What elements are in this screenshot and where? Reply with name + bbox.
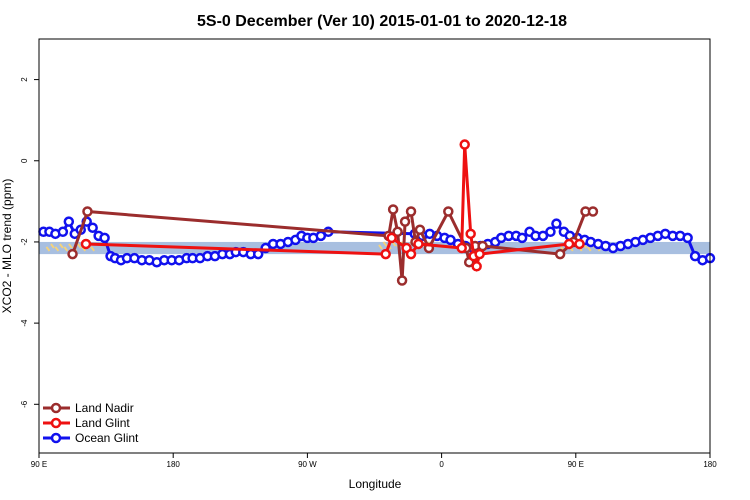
land-mask-mark bbox=[90, 246, 95, 252]
data-point-land-glint bbox=[574, 238, 585, 250]
legend-marker-ocean-glint bbox=[50, 432, 62, 444]
data-point-ocean-glint bbox=[682, 232, 693, 244]
data-point-land-nadir bbox=[392, 226, 403, 238]
data-point-ocean-glint bbox=[87, 222, 98, 233]
data-point-ocean-glint bbox=[99, 232, 110, 244]
data-point-land-glint bbox=[465, 228, 476, 240]
series-layer bbox=[38, 139, 716, 286]
y-tick-label: -2 bbox=[20, 238, 29, 246]
data-point-land-glint bbox=[380, 248, 391, 260]
data-point-land-glint bbox=[474, 248, 485, 260]
y-tick-label: -4 bbox=[20, 319, 29, 327]
land-mask-mark bbox=[63, 246, 69, 252]
x-axis-label: Longitude bbox=[349, 477, 402, 491]
y-axis-label: XCO2 - MLO trend (ppm) bbox=[0, 179, 14, 314]
y-axis: 2 0 -2 -4 -6 bbox=[20, 77, 39, 408]
land-mask-mark bbox=[54, 246, 60, 252]
data-point-land-glint bbox=[459, 139, 470, 150]
data-point-ocean-glint bbox=[545, 226, 556, 238]
land-mask-mark bbox=[50, 243, 55, 249]
land-mask-mark bbox=[382, 241, 388, 247]
data-point-land-glint bbox=[405, 248, 417, 260]
y-tick-label: -6 bbox=[20, 400, 29, 408]
y-tick-label: 0 bbox=[20, 158, 29, 163]
data-point-land-glint bbox=[563, 238, 575, 250]
plot-frame bbox=[38, 38, 711, 454]
x-axis: 90 E 180 90 W 0 90 E 180 bbox=[31, 453, 717, 469]
data-point-land-nadir bbox=[477, 240, 488, 252]
land-mask-mark bbox=[59, 243, 64, 249]
data-point-land-nadir bbox=[554, 248, 566, 260]
land-mask-mark bbox=[586, 246, 592, 252]
data-point-ocean-glint bbox=[445, 234, 456, 246]
data-point-ocean-glint bbox=[57, 226, 69, 238]
x-tick-label: 90 E bbox=[31, 460, 47, 469]
x-tick-label: 180 bbox=[167, 460, 181, 469]
y-tick-label: 2 bbox=[20, 77, 29, 82]
data-point-ocean-glint bbox=[689, 250, 701, 262]
legend-label-land-glint: Land Glint bbox=[75, 416, 130, 430]
data-point-land-glint bbox=[471, 261, 482, 272]
data-point-land-nadir bbox=[443, 206, 454, 217]
data-point-land-glint bbox=[386, 232, 397, 244]
data-point-land-glint bbox=[413, 238, 424, 250]
legend-label-ocean-glint: Ocean Glint bbox=[75, 431, 139, 445]
land-mask-mark bbox=[76, 243, 82, 249]
data-point-land-nadir bbox=[587, 206, 599, 217]
data-point-land-nadir bbox=[67, 248, 78, 260]
legend-marker-land-glint bbox=[50, 417, 62, 429]
land-mask-mark bbox=[68, 243, 73, 249]
data-point-ocean-glint bbox=[63, 216, 75, 227]
data-point-land-nadir bbox=[405, 206, 417, 217]
data-point-land-nadir bbox=[387, 204, 399, 215]
data-point-land-nadir bbox=[414, 224, 426, 236]
data-point-land-nadir bbox=[82, 206, 93, 217]
land-mask-mark bbox=[378, 244, 383, 250]
data-point-land-nadir bbox=[399, 216, 411, 227]
x-tick-label: 90 W bbox=[298, 460, 317, 469]
x-tick-label: 90 E bbox=[568, 460, 584, 469]
data-point-land-nadir bbox=[396, 275, 408, 286]
data-point-land-glint bbox=[456, 242, 467, 254]
x-tick-label: 180 bbox=[703, 460, 717, 469]
data-point-land-glint bbox=[80, 238, 92, 250]
data-point-ocean-glint bbox=[537, 230, 549, 242]
data-point-ocean-glint bbox=[551, 218, 562, 229]
x-tick-label: 0 bbox=[439, 460, 444, 469]
land-mask-mark bbox=[45, 246, 51, 252]
legend-label-land-nadir: Land Nadir bbox=[75, 401, 134, 415]
data-point-ocean-glint bbox=[516, 232, 528, 244]
chart-title: 5S-0 December (Ver 10) 2015-01-01 to 202… bbox=[197, 13, 567, 30]
legend-marker-land-nadir bbox=[50, 402, 62, 414]
